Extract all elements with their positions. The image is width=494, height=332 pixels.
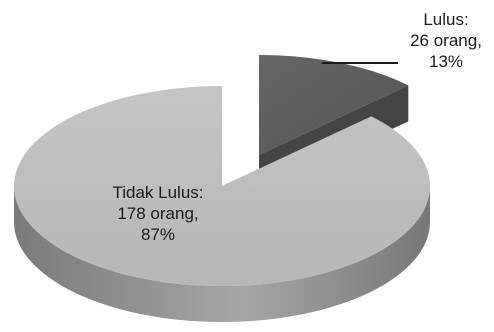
tidak-lulus-data-label: Tidak Lulus: 178 orang, 87% bbox=[88, 182, 228, 245]
lulus-label-percent: 13% bbox=[428, 52, 464, 71]
lulus-label-title: Lulus: bbox=[423, 10, 469, 29]
lulus-slice bbox=[259, 55, 409, 155]
lulus-data-label: Lulus: 26 orang, 13% bbox=[398, 9, 494, 72]
tidak-lulus-slice bbox=[14, 85, 430, 286]
tidak-lulus-label-percent: 87% bbox=[140, 225, 176, 244]
tidak-lulus-slice-side bbox=[14, 186, 430, 322]
lulus-label-count: 26 orang, bbox=[410, 31, 482, 50]
tidak-lulus-label-count: 178 orang, bbox=[117, 204, 199, 223]
tidak-lulus-label-title: Tidak Lulus: bbox=[112, 183, 204, 202]
